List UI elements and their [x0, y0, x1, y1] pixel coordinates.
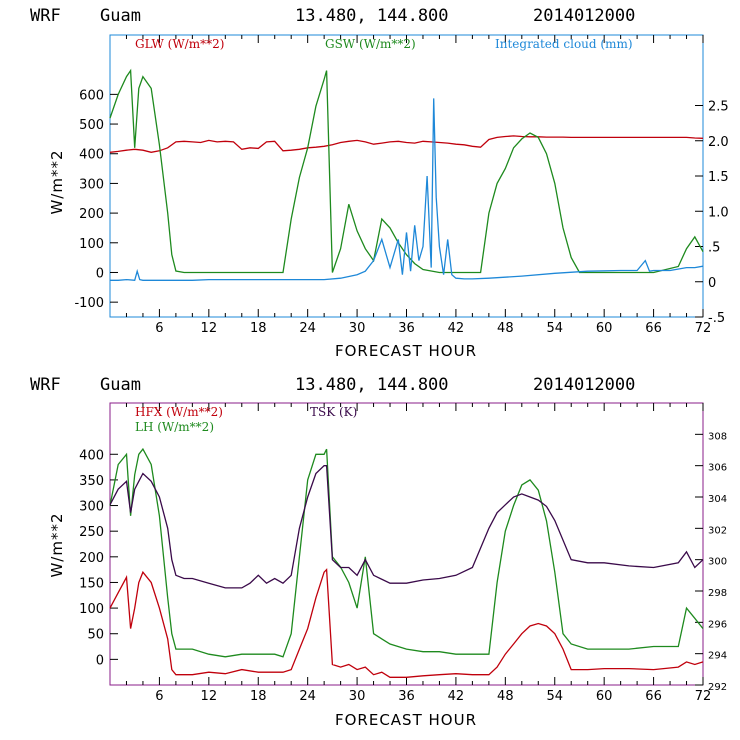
bottom-plot: 6 12 18 24 30 36 42 48 54 60 66 72 0 50 100 150 200 250 30…: [79, 402, 727, 704]
legend-entry: HFX (W/m**2): [135, 405, 223, 419]
header-model: WRF: [30, 6, 61, 26]
header-site: Guam: [100, 6, 141, 26]
y2-tick-label: 306: [708, 463, 727, 474]
y2-tick-label: 294: [708, 651, 727, 662]
y-tick-label: 150: [79, 576, 104, 591]
series-line-0: [109, 568, 704, 678]
legend-entry: GLW (W/m**2): [135, 37, 224, 51]
x-tick-label: 54: [546, 689, 563, 704]
x-tick-label: 24: [299, 321, 316, 336]
y-tick-label: 50: [87, 628, 104, 643]
y2-tick-label: 308: [708, 431, 727, 442]
x-tick-label: 66: [645, 321, 662, 336]
x-tick-label: 66: [645, 689, 662, 704]
plot-frame: [109, 402, 704, 686]
y2-tick-label: 2.0: [708, 135, 729, 150]
x-tick-label: 36: [398, 321, 415, 336]
y2-tick-label: 1.0: [708, 205, 729, 220]
top-y-axis-label: W/m**2: [48, 149, 66, 214]
bottom-x-axis-label: FORECAST HOUR: [335, 711, 477, 729]
x-tick-label: 42: [448, 321, 465, 336]
legend-entry: GSW (W/m**2): [325, 37, 416, 51]
y2-tick-label: 302: [708, 525, 727, 536]
y-tick-label: 200: [79, 207, 104, 222]
bottom-chart-header: WRF Guam 13.480, 144.800 2014012000: [30, 375, 635, 395]
x-tick-label: 54: [546, 321, 563, 336]
header-model-2: WRF: [30, 375, 61, 395]
y-tick-label: -100: [74, 296, 104, 311]
top-x-axis-label: FORECAST HOUR: [335, 342, 477, 360]
y-tick-label: 300: [79, 500, 104, 515]
plot-frame: [109, 34, 704, 318]
y2-tick-label: 292: [708, 682, 727, 693]
series-line-1: [109, 447, 704, 658]
x-tick-label: 60: [596, 689, 613, 704]
y2-tick-label: 300: [708, 557, 727, 568]
top-plot: 6 12 18 24 30 36 42 48 54 60 66 72 -100 0 100 200 300 400…: [74, 34, 729, 336]
x-tick-label: 30: [349, 321, 366, 336]
y-tick-label: 350: [79, 474, 104, 489]
x-tick-label: 18: [250, 689, 267, 704]
x-tick-label: 42: [448, 689, 465, 704]
y-tick-label: 100: [79, 602, 104, 617]
x-tick-label: 6: [155, 321, 163, 336]
y2-tick-label: 304: [708, 494, 727, 505]
y-tick-label: 300: [79, 177, 104, 192]
header-date: 2014012000: [533, 6, 635, 26]
y-tick-label: 0: [96, 653, 104, 668]
y2-tick-label: 296: [708, 619, 727, 630]
legend-entry: Integrated cloud (mm): [495, 37, 633, 51]
y2-tick-label: 1.5: [708, 170, 729, 185]
x-tick-label: 72: [695, 321, 712, 336]
legend-entry: TSK (K): [310, 405, 357, 419]
x-tick-label: 48: [497, 321, 514, 336]
bottom-y-axis-label: W/m**2: [48, 512, 66, 577]
y-tick-label: 400: [79, 148, 104, 163]
y-tick-label: 600: [79, 88, 104, 103]
header-coords: 13.480, 144.800: [295, 6, 449, 26]
x-tick-label: 18: [250, 321, 267, 336]
y-tick-label: 200: [79, 551, 104, 566]
x-tick-label: 72: [695, 689, 712, 704]
y2-tick-label: .5: [708, 241, 720, 256]
x-tick-label: 48: [497, 689, 514, 704]
x-tick-label: 60: [596, 321, 613, 336]
x-tick-label: 30: [349, 689, 366, 704]
header-coords-2: 13.480, 144.800: [295, 375, 449, 395]
top-chart-header: WRF Guam 13.480, 144.800 2014012000: [30, 6, 635, 26]
y-tick-label: 0: [96, 266, 104, 281]
x-tick-label: 24: [299, 689, 316, 704]
x-tick-label: 12: [201, 321, 218, 336]
header-site-2: Guam: [100, 375, 141, 395]
y2-tick-label: -.5: [708, 311, 725, 326]
x-tick-label: 12: [201, 689, 218, 704]
x-tick-label: 36: [398, 689, 415, 704]
header-date-2: 2014012000: [533, 375, 635, 395]
y-tick-label: 400: [79, 448, 104, 463]
series-line-0: [109, 135, 704, 153]
y2-tick-label: 0: [708, 276, 716, 291]
y-tick-label: 100: [79, 237, 104, 252]
y2-tick-label: 2.5: [708, 100, 729, 115]
legend-entry: LH (W/m**2): [135, 420, 214, 434]
y-tick-label: 500: [79, 118, 104, 133]
series-line-1: [109, 68, 704, 274]
y-tick-label: 250: [79, 525, 104, 540]
y2-tick-label: 298: [708, 588, 727, 599]
series-line-2: [109, 465, 704, 589]
series-line-2: [110, 98, 704, 281]
x-tick-label: 6: [155, 689, 163, 704]
